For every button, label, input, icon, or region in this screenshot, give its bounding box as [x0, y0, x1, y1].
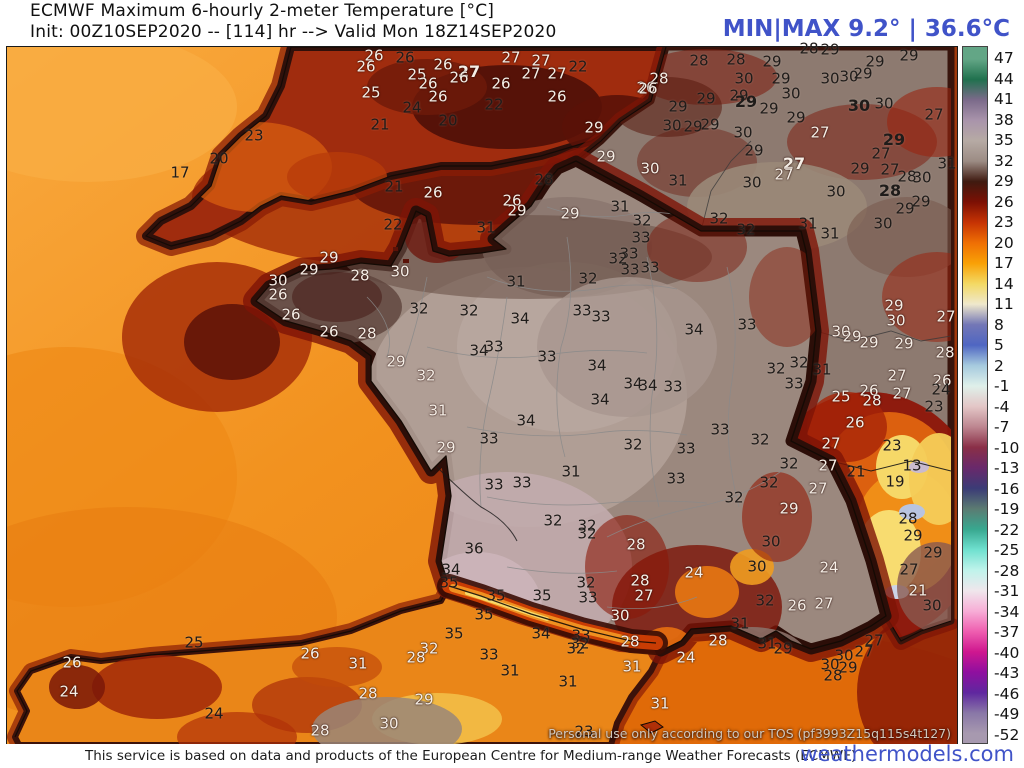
map-init-valid-line: Init: 00Z10SEP2020 -- [114] hr --> Valid… [30, 22, 557, 42]
colorbar-tick-label: -7 [994, 418, 1010, 436]
colorbar-tick-label: -16 [994, 479, 1020, 498]
colorbar-tick-label: 8 [994, 315, 1004, 334]
watermark: Personal use only according to our TOS (… [548, 726, 951, 741]
colorbar-tick-label: 23 [994, 213, 1014, 231]
colorbar-tick-label: -13 [994, 459, 1020, 477]
spain-landmass [7, 578, 669, 745]
colorbar-tick-label: 17 [994, 254, 1014, 272]
colorbar-tick-label: 5 [994, 336, 1004, 354]
colorbar-tick-label: 32 [994, 151, 1014, 170]
pyrenees-band [437, 574, 668, 655]
weathermodels-link[interactable]: weathermodels.com [800, 742, 1014, 766]
header: ECMWF Maximum 6-hourly 2-meter Temperatu… [0, 0, 1024, 45]
colorbar-tick-label: -31 [994, 582, 1020, 600]
colorbar-tick-label: -40 [994, 643, 1020, 662]
footer: This service is based on data and produc… [0, 742, 1024, 768]
colorbar-tick-label: -37 [994, 623, 1020, 641]
colorbar-gradient [962, 46, 988, 744]
colorbar-tick-label: 38 [994, 110, 1014, 129]
colorbar-tick-label: 14 [994, 274, 1014, 293]
colorbar-tick-label: -43 [994, 664, 1020, 682]
colorbar-tick-label: 20 [994, 233, 1014, 252]
colorbar-tick-label: 41 [994, 90, 1014, 108]
colorbar-tick-label: 2 [994, 356, 1004, 375]
colorbar-tick-label: -4 [994, 397, 1010, 416]
gironde-river [436, 466, 518, 542]
colorbar-tick-label: 47 [994, 49, 1014, 67]
colorbar-tick-label: -19 [994, 500, 1020, 518]
colorbar-tick-label: 44 [994, 69, 1014, 88]
colorbar-tick-label: 11 [994, 295, 1014, 313]
colorbar-labels: 47 44 41 38 35 32 29 26 23 20 17 14 11 8 5 2 -1 -4 -7 -10 -1… [994, 46, 1024, 744]
colorbar-tick-label: -28 [994, 561, 1020, 580]
forecast-map: 26 26 26 27 27 27 27 26 25 26 26 26 27 26 26 25 24 21 20 22… [6, 41, 958, 746]
colorbar-tick-label: -22 [994, 520, 1020, 539]
colorbar-tick-label: -46 [994, 684, 1020, 703]
attribution-text: This service is based on data and produc… [85, 748, 857, 764]
colorbar-tick-label: -34 [994, 602, 1020, 621]
minmax-readout: MIN|MAX 9.2° | 36.6°C [722, 16, 1010, 42]
colorbar-tick-label: -52 [994, 725, 1020, 744]
map-title: ECMWF Maximum 6-hourly 2-meter Temperatu… [30, 1, 495, 21]
colorbar-tick-label: 29 [994, 172, 1014, 190]
map-artwork [7, 47, 957, 745]
colorbar-tick-label: 26 [994, 192, 1014, 211]
colorbar-tick-label: 35 [994, 131, 1014, 149]
colorbar-tick-label: -10 [994, 438, 1020, 457]
colorbar-tick-label: -49 [994, 705, 1020, 723]
colorbar-tick-label: -25 [994, 541, 1020, 559]
colorbar-tick-label: -1 [994, 377, 1010, 395]
